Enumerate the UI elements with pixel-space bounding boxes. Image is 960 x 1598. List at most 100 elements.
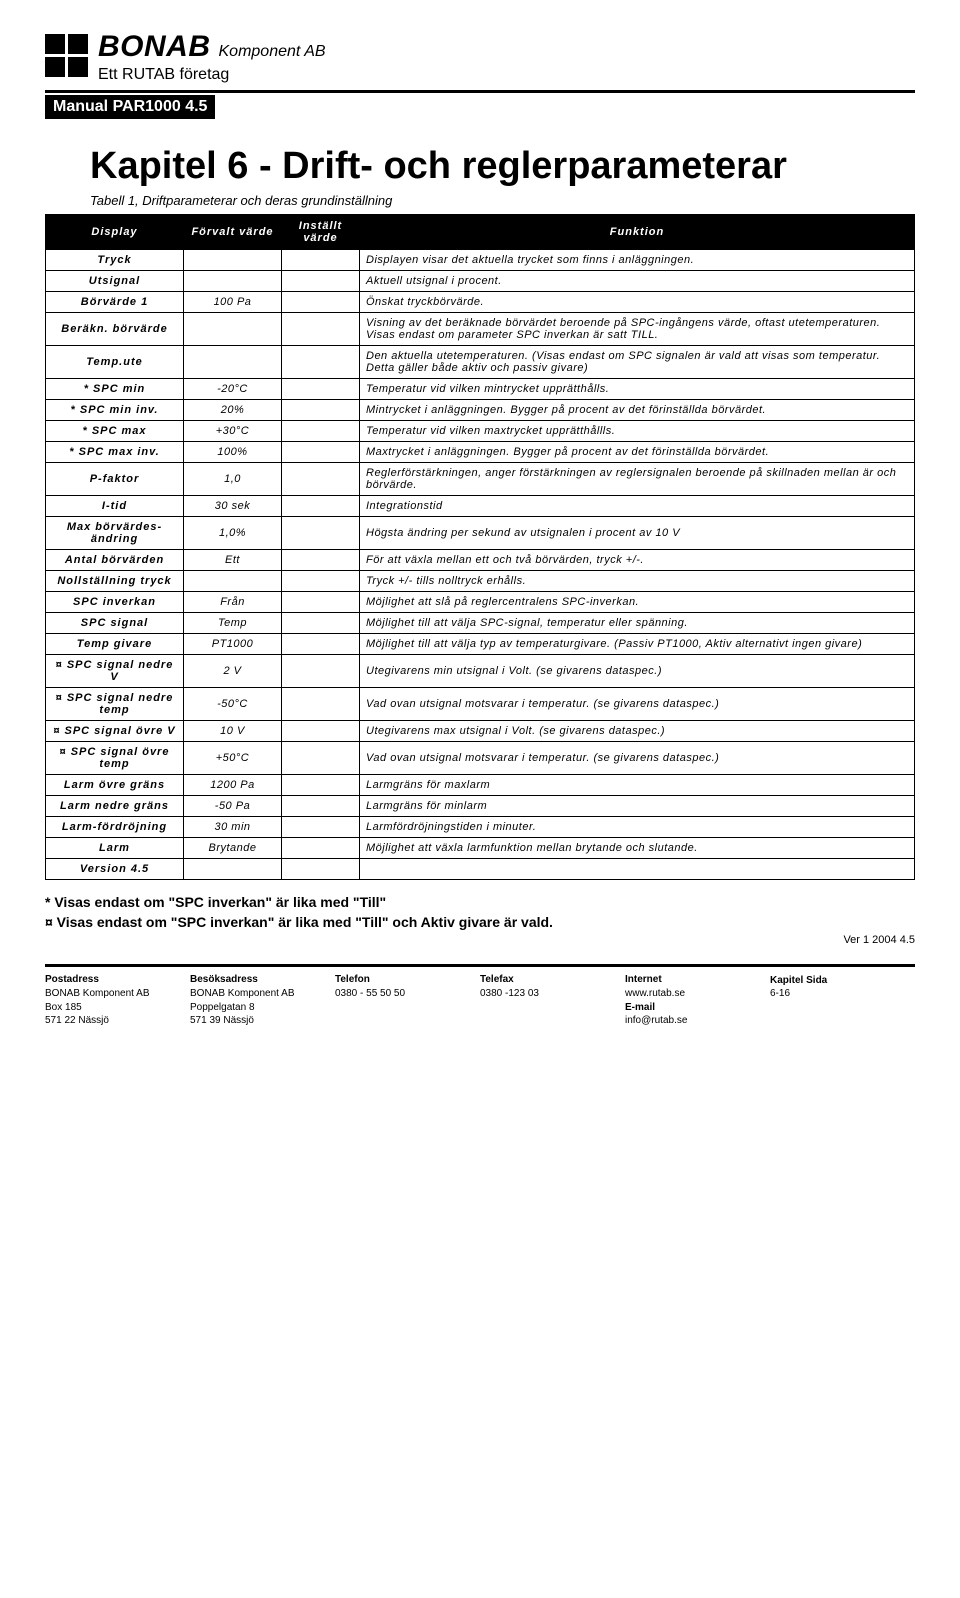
cell-funktion: Temperatur vid vilken mintrycket upprätt… [360, 378, 915, 399]
footer: PostadressBONAB Komponent ABBox 185571 2… [45, 973, 915, 1028]
cell-installt [282, 462, 360, 495]
th-display: Display [46, 214, 184, 249]
company-subtitle: Ett RUTAB företag [98, 66, 915, 84]
cell-funktion: Integrationstid [360, 495, 915, 516]
cell-installt [282, 399, 360, 420]
cell-display: ¤ SPC signal övre V [46, 720, 184, 741]
cell-installt [282, 516, 360, 549]
footnote-currency: ¤ Visas endast om "SPC inverkan" är lika… [45, 914, 915, 930]
footer-line: BONAB Komponent AB [45, 987, 190, 1001]
cell-forvalt: +30°C [184, 420, 282, 441]
footer-col: Kapitel Sida6-16 [770, 973, 915, 1028]
cell-funktion: Önskat tryckbörvärde. [360, 291, 915, 312]
header: BONAB Komponent AB Ett RUTAB företag [45, 30, 915, 84]
footer-rule [45, 964, 915, 967]
table-row: Version 4.5 [46, 858, 915, 879]
cell-funktion [360, 858, 915, 879]
table-row: Temp givarePT1000Möjlighet till att välj… [46, 633, 915, 654]
footer-line: 571 22 Nässjö [45, 1014, 190, 1028]
cell-installt [282, 378, 360, 399]
table-row: Beräkn. börvärdeVisning av det beräknade… [46, 312, 915, 345]
cell-funktion: Temperatur vid vilken maxtrycket upprätt… [360, 420, 915, 441]
table-row: Temp.uteDen aktuella utetemperaturen. (V… [46, 345, 915, 378]
footer-col: Telefon0380 - 55 50 50 [335, 973, 480, 1028]
footer-heading: Telefon [335, 973, 480, 987]
cell-installt [282, 612, 360, 633]
cell-funktion: Utegivarens max utsignal i Volt. (se giv… [360, 720, 915, 741]
footer-col: Telefax0380 -123 03 [480, 973, 625, 1028]
cell-funktion: Vad ovan utsignal motsvarar i temperatur… [360, 687, 915, 720]
cell-installt [282, 591, 360, 612]
table-caption: Tabell 1, Driftparameterar och deras gru… [90, 193, 915, 208]
cell-installt [282, 570, 360, 591]
cell-installt [282, 816, 360, 837]
cell-installt [282, 495, 360, 516]
cell-display: Utsignal [46, 270, 184, 291]
company-suffix: Komponent AB [219, 43, 326, 61]
table-row: Larm-fördröjning30 minLarmfördröjningsti… [46, 816, 915, 837]
cell-funktion: Larmgräns för maxlarm [360, 774, 915, 795]
footer-col: BesöksadressBONAB Komponent ABPoppelgata… [190, 973, 335, 1028]
footer-line: www.rutab.se [625, 987, 770, 1001]
table-row: I-tid30 sekIntegrationstid [46, 495, 915, 516]
cell-display: Temp.ute [46, 345, 184, 378]
cell-forvalt: 20% [184, 399, 282, 420]
footer-line: 0380 -123 03 [480, 987, 625, 1001]
cell-forvalt [184, 270, 282, 291]
cell-forvalt: Från [184, 591, 282, 612]
cell-display: Nollställning tryck [46, 570, 184, 591]
cell-funktion: Larmfördröjningstiden i minuter. [360, 816, 915, 837]
footer-line: info@rutab.se [625, 1014, 770, 1028]
footer-line: BONAB Komponent AB [190, 987, 335, 1001]
cell-funktion: Utegivarens min utsignal i Volt. (se giv… [360, 654, 915, 687]
table-row: * SPC max+30°CTemperatur vid vilken maxt… [46, 420, 915, 441]
cell-funktion: Möjlighet till att välja typ av temperat… [360, 633, 915, 654]
cell-forvalt: 100% [184, 441, 282, 462]
table-row: SPC inverkanFrånMöjlighet att slå på reg… [46, 591, 915, 612]
table-row: ¤ SPC signal nedre temp-50°CVad ovan uts… [46, 687, 915, 720]
cell-installt [282, 741, 360, 774]
cell-installt [282, 795, 360, 816]
cell-funktion: Möjlighet till att välja SPC-signal, tem… [360, 612, 915, 633]
cell-forvalt [184, 249, 282, 270]
cell-installt [282, 249, 360, 270]
cell-installt [282, 549, 360, 570]
cell-installt [282, 654, 360, 687]
company-name: BONAB [98, 30, 211, 64]
cell-forvalt: PT1000 [184, 633, 282, 654]
cell-display: * SPC max inv. [46, 441, 184, 462]
table-row: Max börvärdes-ändring1,0%Högsta ändring … [46, 516, 915, 549]
cell-funktion: För att växla mellan ett och två börvärd… [360, 549, 915, 570]
cell-display: Larm [46, 837, 184, 858]
cell-forvalt: 2 V [184, 654, 282, 687]
footnote-asterisk: * Visas endast om "SPC inverkan" är lika… [45, 894, 915, 910]
cell-display: P-faktor [46, 462, 184, 495]
footer-heading: Telefax [480, 973, 625, 987]
table-row: Larm övre gräns1200 Pa Larmgräns för maxl… [46, 774, 915, 795]
cell-forvalt: +50°C [184, 741, 282, 774]
footer-heading: Internet [625, 973, 770, 987]
manual-bar: Manual PAR1000 4.5 [45, 95, 215, 119]
cell-display: Larm-fördröjning [46, 816, 184, 837]
cell-installt [282, 441, 360, 462]
table-row: Börvärde 1100 PaÖnskat tryckbörvärde. [46, 291, 915, 312]
footer-line: 571 39 Nässjö [190, 1014, 335, 1028]
cell-display: Larm övre gräns [46, 774, 184, 795]
cell-forvalt [184, 345, 282, 378]
cell-forvalt: 1200 Pa [184, 774, 282, 795]
cell-funktion: Aktuell utsignal i procent. [360, 270, 915, 291]
cell-forvalt: Temp [184, 612, 282, 633]
param-table: Display Förvalt värde Inställt värde Fun… [45, 214, 915, 880]
table-row: SPC signalTempMöjlighet till att välja S… [46, 612, 915, 633]
th-installt: Inställt värde [282, 214, 360, 249]
cell-installt [282, 291, 360, 312]
table-row: ¤ SPC signal övre V10 VUtegivarens max u… [46, 720, 915, 741]
table-row: * SPC max inv.100%Maxtrycket i anläggnin… [46, 441, 915, 462]
cell-forvalt: 30 sek [184, 495, 282, 516]
cell-installt [282, 420, 360, 441]
cell-funktion: Tryck +/- tills nolltryck erhålls. [360, 570, 915, 591]
cell-display: ¤ SPC signal nedre temp [46, 687, 184, 720]
cell-funktion: Högsta ändring per sekund av utsignalen … [360, 516, 915, 549]
footer-col: Internetwww.rutab.seE-mailinfo@rutab.se [625, 973, 770, 1028]
footnotes: * Visas endast om "SPC inverkan" är lika… [45, 894, 915, 930]
